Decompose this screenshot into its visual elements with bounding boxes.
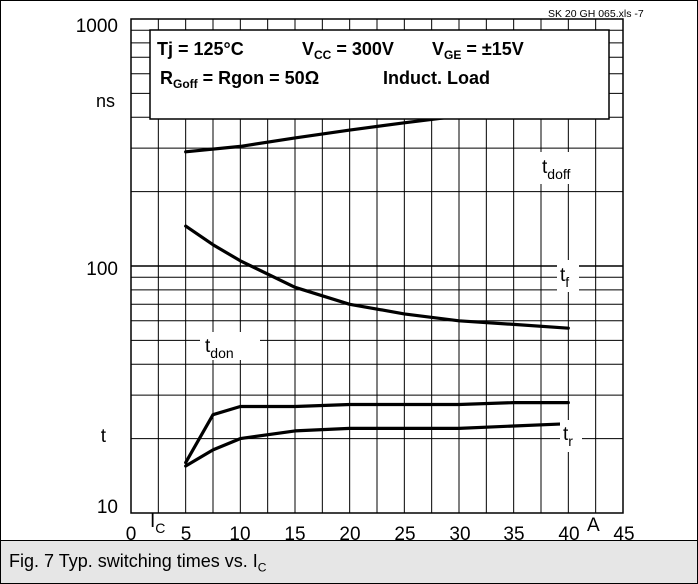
x-tick-label-40: 40 (558, 524, 579, 545)
series-labels: tdoff tf tdon tr (200, 152, 584, 452)
label-bg-tdon (200, 332, 260, 360)
label-bg-tdoff (538, 152, 584, 184)
x-tick-label-0: 0 (126, 524, 137, 545)
series-label-tf-main: t (560, 265, 566, 286)
condition-r-symbol: R (160, 68, 173, 88)
y-tick-label-10: 10 (97, 497, 118, 518)
condition-vcc-subscript: CC (314, 48, 332, 62)
x-axis-labels: 0 IC 5 10 15 20 25 30 35 40 A 45 (126, 511, 635, 545)
source-reference: SK 20 GH 065.xls -7 (548, 8, 644, 20)
series-label-tf-sub: f (565, 274, 569, 290)
y-tick-label-100: 100 (86, 259, 118, 280)
series-label-tdoff: tdoff (542, 157, 570, 182)
caption-text: Fig. 7 Typ. switching times vs. IC (9, 551, 266, 575)
conditions-box-frame (149, 29, 610, 120)
x-axis-label-main: I (150, 511, 155, 532)
series-label-tdoff-sub: doff (547, 166, 570, 182)
x-axis-label: IC (150, 511, 165, 536)
x-tick-label-15: 15 (284, 524, 305, 545)
label-bg-tr (560, 420, 582, 452)
series-label-tf: tf (560, 265, 569, 290)
series-label-tdon-main: t (205, 336, 211, 357)
series-line-tdon (184, 401, 570, 465)
x-axis-label-sub: C (155, 520, 165, 536)
caption-main: Fig. 7 Typ. switching times vs. I (9, 551, 258, 571)
condition-vge-subscript: GE (444, 48, 461, 62)
series-label-tdon: tdon (205, 336, 234, 361)
series-label-tdon-sub: don (210, 345, 233, 361)
y-axis-labels: 1000 ns 100 t 10 (76, 16, 118, 518)
x-tick-label-5: 5 (181, 524, 192, 545)
x-tick-label-10: 10 (229, 524, 250, 545)
figure-caption: Fig. 7 Typ. switching times vs. IC (1, 540, 697, 583)
condition-vcc-symbol: V (302, 39, 314, 59)
condition-r-value: = Rgon = 50Ω (198, 68, 319, 88)
condition-load: Induct. Load (383, 68, 490, 88)
x-tick-label-30: 30 (449, 524, 470, 545)
condition-vge-symbol: V (432, 39, 444, 59)
conditions-line-1: Tj = 125°C VCC = 300V VGE = ±15V (157, 39, 524, 62)
x-unit-label: A (587, 515, 600, 536)
series-label-tr-main: t (563, 424, 569, 445)
x-tick-label-35: 35 (503, 524, 524, 545)
series-line-tr (184, 422, 570, 468)
series-label-tdoff-main: t (542, 157, 548, 178)
condition-r-subscript: Goff (173, 77, 199, 91)
y-tick-label-1000: 1000 (76, 16, 118, 37)
label-bg-tf (557, 260, 579, 292)
x-tick-label-20: 20 (339, 524, 360, 545)
condition-tj: Tj = 125°C (157, 39, 244, 59)
conditions-line-2: RGoff = Rgon = 50Ω Induct. Load (160, 68, 490, 91)
y-axis-label: t (101, 426, 107, 447)
condition-vge-value: = ±15V (461, 39, 523, 59)
x-tick-label-25: 25 (394, 524, 415, 545)
conditions-box: Tj = 125°C VCC = 300V VGE = ±15V RGoff = R… (149, 29, 610, 120)
series-line-tf (184, 224, 570, 330)
y-unit-label: ns (96, 91, 115, 111)
caption-subscript: C (257, 560, 267, 575)
series-label-tr-sub: r (568, 433, 573, 449)
condition-vcc-value: = 300V (331, 39, 394, 59)
series-label-tr: tr (563, 424, 573, 449)
x-tick-label-45: 45 (613, 524, 634, 545)
